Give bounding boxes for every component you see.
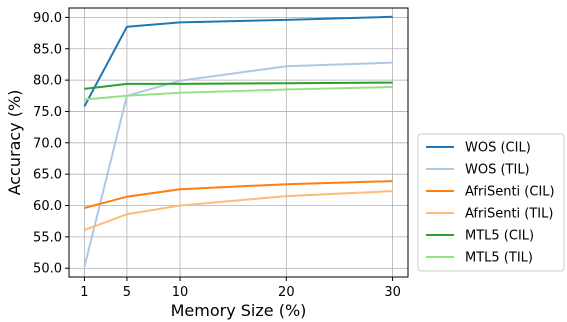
y-tick-label: 80.0 — [33, 74, 62, 89]
series-line — [84, 63, 392, 267]
x-tick-label: 10 — [172, 285, 189, 300]
y-tick-label: 50.0 — [33, 262, 62, 277]
x-axis-label: Memory Size (%) — [171, 301, 307, 320]
x-tick-label: 30 — [384, 285, 401, 300]
grid-lines — [69, 8, 408, 277]
axis-ticks: 1 5 10 20 30 50.0 55.0 60.0 65.0 70.0 75.0 80.0 85.0… — [33, 11, 401, 300]
y-tick-label: 55.0 — [33, 230, 62, 245]
x-tick-label: 1 — [80, 285, 88, 300]
series-line — [84, 181, 392, 208]
y-tick-label: 65.0 — [33, 168, 62, 183]
x-tick-label: 20 — [278, 285, 295, 300]
legend-entry: AfriSenti (CIL) — [465, 185, 555, 200]
y-tick-label: 70.0 — [33, 136, 62, 151]
series-line — [84, 17, 392, 107]
series-line — [84, 87, 392, 100]
y-tick-label: 60.0 — [33, 199, 62, 214]
series-lines — [84, 17, 392, 267]
y-tick-label: 85.0 — [33, 42, 62, 57]
x-tick-label: 5 — [123, 285, 131, 300]
y-tick-label: 90.0 — [33, 11, 62, 26]
legend-entry: MTL5 (CIL) — [465, 229, 534, 244]
legend-entry: MTL5 (TIL) — [465, 251, 533, 266]
y-tick-label: 75.0 — [33, 105, 62, 120]
legend: WOS (CIL) WOS (TIL) AfriSenti (CIL) AfriSen… — [418, 134, 564, 271]
y-axis-label: Accuracy (%) — [5, 90, 24, 196]
legend-entry: AfriSenti (TIL) — [465, 207, 553, 222]
legend-entry: WOS (CIL) — [465, 141, 531, 156]
legend-entry: WOS (TIL) — [465, 163, 530, 178]
